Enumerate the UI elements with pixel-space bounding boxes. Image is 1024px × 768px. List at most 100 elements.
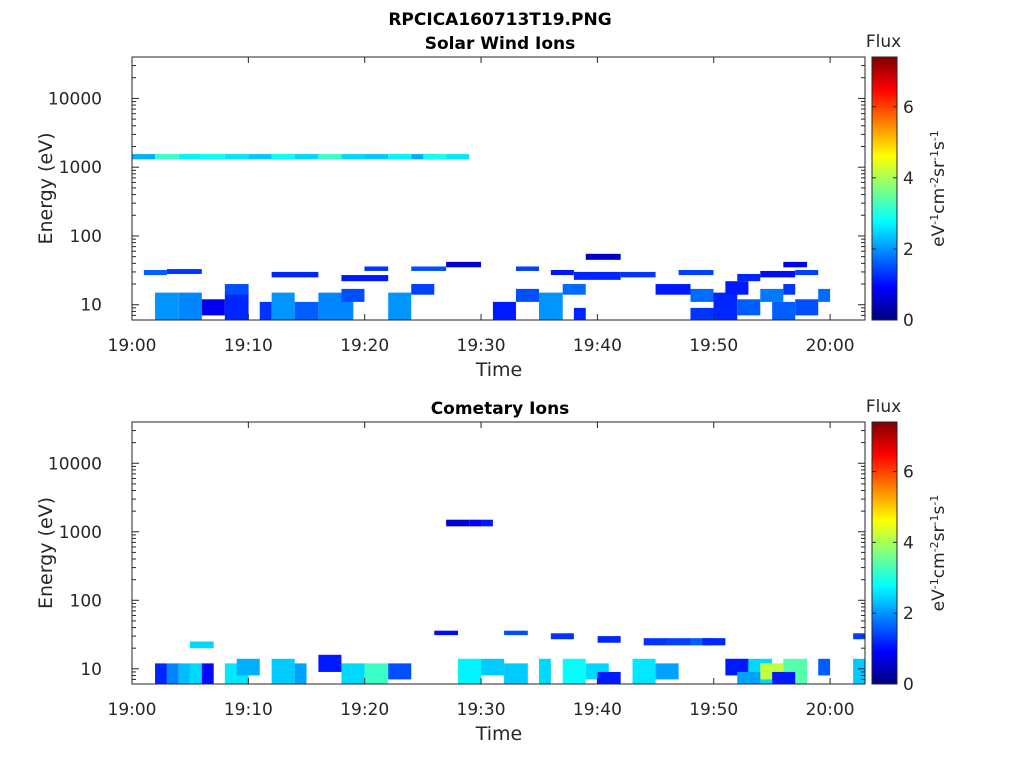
heatmap-cell <box>423 154 447 160</box>
x-tick-label: 19:40 <box>573 700 622 720</box>
heatmap-cell <box>201 299 225 316</box>
heatmap-cell <box>678 269 714 276</box>
heatmap-cell <box>504 663 528 684</box>
heatmap-cell <box>690 638 714 646</box>
heatmap-cell <box>364 154 389 160</box>
heatmap-cell <box>166 269 202 274</box>
heatmap-cell <box>294 663 307 684</box>
heatmap-cell <box>364 266 389 271</box>
heatmap-cell <box>550 269 574 276</box>
colorbar-tick-label: 2 <box>903 240 914 260</box>
unit-symbol: eV <box>929 589 949 611</box>
heatmap-cell <box>597 671 621 684</box>
heatmap-cell <box>341 663 365 684</box>
y-tick-label: 10 <box>80 660 102 680</box>
heatmap-cell <box>573 271 621 280</box>
x-tick-label: 20:00 <box>806 336 855 356</box>
x-tick-label: 19:40 <box>573 336 622 356</box>
heatmap-cell <box>643 638 668 646</box>
y-tick-label: 10000 <box>48 454 102 474</box>
heatmap-cell <box>562 658 586 684</box>
y-tick-label: 10 <box>80 296 102 316</box>
heatmap-cell <box>224 292 249 320</box>
unit-symbol: s <box>929 506 949 515</box>
heatmap-cell <box>655 284 691 295</box>
heatmap-cell <box>178 292 202 320</box>
x-tick-label: 19:20 <box>340 336 389 356</box>
x-tick-label: 20:00 <box>806 700 855 720</box>
heatmap-cell <box>446 261 482 268</box>
colorbar-title: Flux <box>866 32 901 52</box>
heatmap-cells <box>132 154 831 320</box>
x-axis-label: Time <box>475 723 523 745</box>
chart-panel: 19:00 19:10 19:20 19:30 19:40 19:50 20:00 10 100… <box>35 397 949 745</box>
unit-symbol: sr <box>929 161 949 177</box>
heatmap-cell <box>143 269 167 276</box>
heatmap-cell <box>341 275 389 282</box>
heatmap-cell <box>189 641 214 649</box>
unit-exponent: -1 <box>928 130 941 141</box>
heatmap-cell <box>725 658 749 676</box>
heatmap-cell <box>411 266 447 271</box>
heatmap-cell <box>481 519 493 527</box>
heatmap-cell <box>271 292 295 320</box>
y-tick-label: 10000 <box>48 89 102 109</box>
heatmap-cell <box>550 633 574 640</box>
heatmap-cell <box>725 281 749 295</box>
unit-exponent: -1 <box>928 515 941 526</box>
heatmap-cell <box>702 638 726 646</box>
colorbar-tick-label: 4 <box>903 533 914 553</box>
heatmap-cell <box>667 638 691 646</box>
unit-symbol: s <box>929 141 949 150</box>
heatmap-cell <box>434 630 459 636</box>
y-axis-label: Energy (eV) <box>35 132 57 244</box>
y-tick-label: 1000 <box>59 158 102 178</box>
colorbar-tick-label: 6 <box>903 98 914 118</box>
heatmap-cell <box>795 299 819 316</box>
heatmap-cell <box>458 658 482 684</box>
x-tick-label: 19:20 <box>340 700 389 720</box>
unit-exponent: -1 <box>928 495 941 506</box>
heatmap-cell <box>411 284 435 295</box>
heatmap-cell <box>132 154 156 160</box>
y-tick-label: 100 <box>70 591 102 611</box>
heatmap-cell <box>224 154 249 160</box>
heatmap-cell <box>515 288 539 302</box>
heatmap-cell <box>236 658 260 676</box>
colorbar <box>871 421 898 685</box>
plot-frame <box>131 56 866 321</box>
heatmap-cell <box>562 284 586 295</box>
heatmap-cell <box>632 658 656 684</box>
heatmap-cell <box>573 307 586 320</box>
heatmap-cell <box>818 288 831 302</box>
heatmap-cell <box>294 154 319 160</box>
heatmap-cell <box>713 292 738 320</box>
y-axis-label: Energy (eV) <box>35 497 57 609</box>
heatmap-cell <box>294 301 319 320</box>
y-tick-label: 100 <box>70 227 102 247</box>
heatmap-cell <box>155 663 167 684</box>
unit-exponent: -2 <box>928 177 941 188</box>
x-tick-label: 19:00 <box>108 336 157 356</box>
heatmap-cell <box>388 663 412 680</box>
heatmap-cell <box>481 658 505 676</box>
x-axis-label: Time <box>475 359 523 381</box>
heatmap-cell <box>155 292 179 320</box>
unit-exponent: -1 <box>928 578 941 589</box>
unit-symbol: cm <box>929 552 949 578</box>
heatmap-cell <box>248 154 272 160</box>
heatmap-cell <box>271 154 295 160</box>
colorbar-tick-label: 0 <box>903 675 914 695</box>
heatmap-cell <box>760 270 796 278</box>
panel-title: Solar Wind Ions <box>425 34 576 54</box>
heatmap-cell <box>690 288 714 302</box>
chart-panels: 19:00 19:10 19:20 19:30 19:40 19:50 20:0010100… <box>35 32 949 745</box>
x-tick-label: 19:10 <box>224 700 273 720</box>
figure-title: RPCICA160713T19.PNG <box>388 10 611 30</box>
heatmap-cell <box>388 154 412 160</box>
heatmap-cell <box>155 154 179 160</box>
heatmap-cell <box>795 269 819 276</box>
heatmap-cell <box>469 519 482 527</box>
heatmap-cell <box>783 261 808 268</box>
